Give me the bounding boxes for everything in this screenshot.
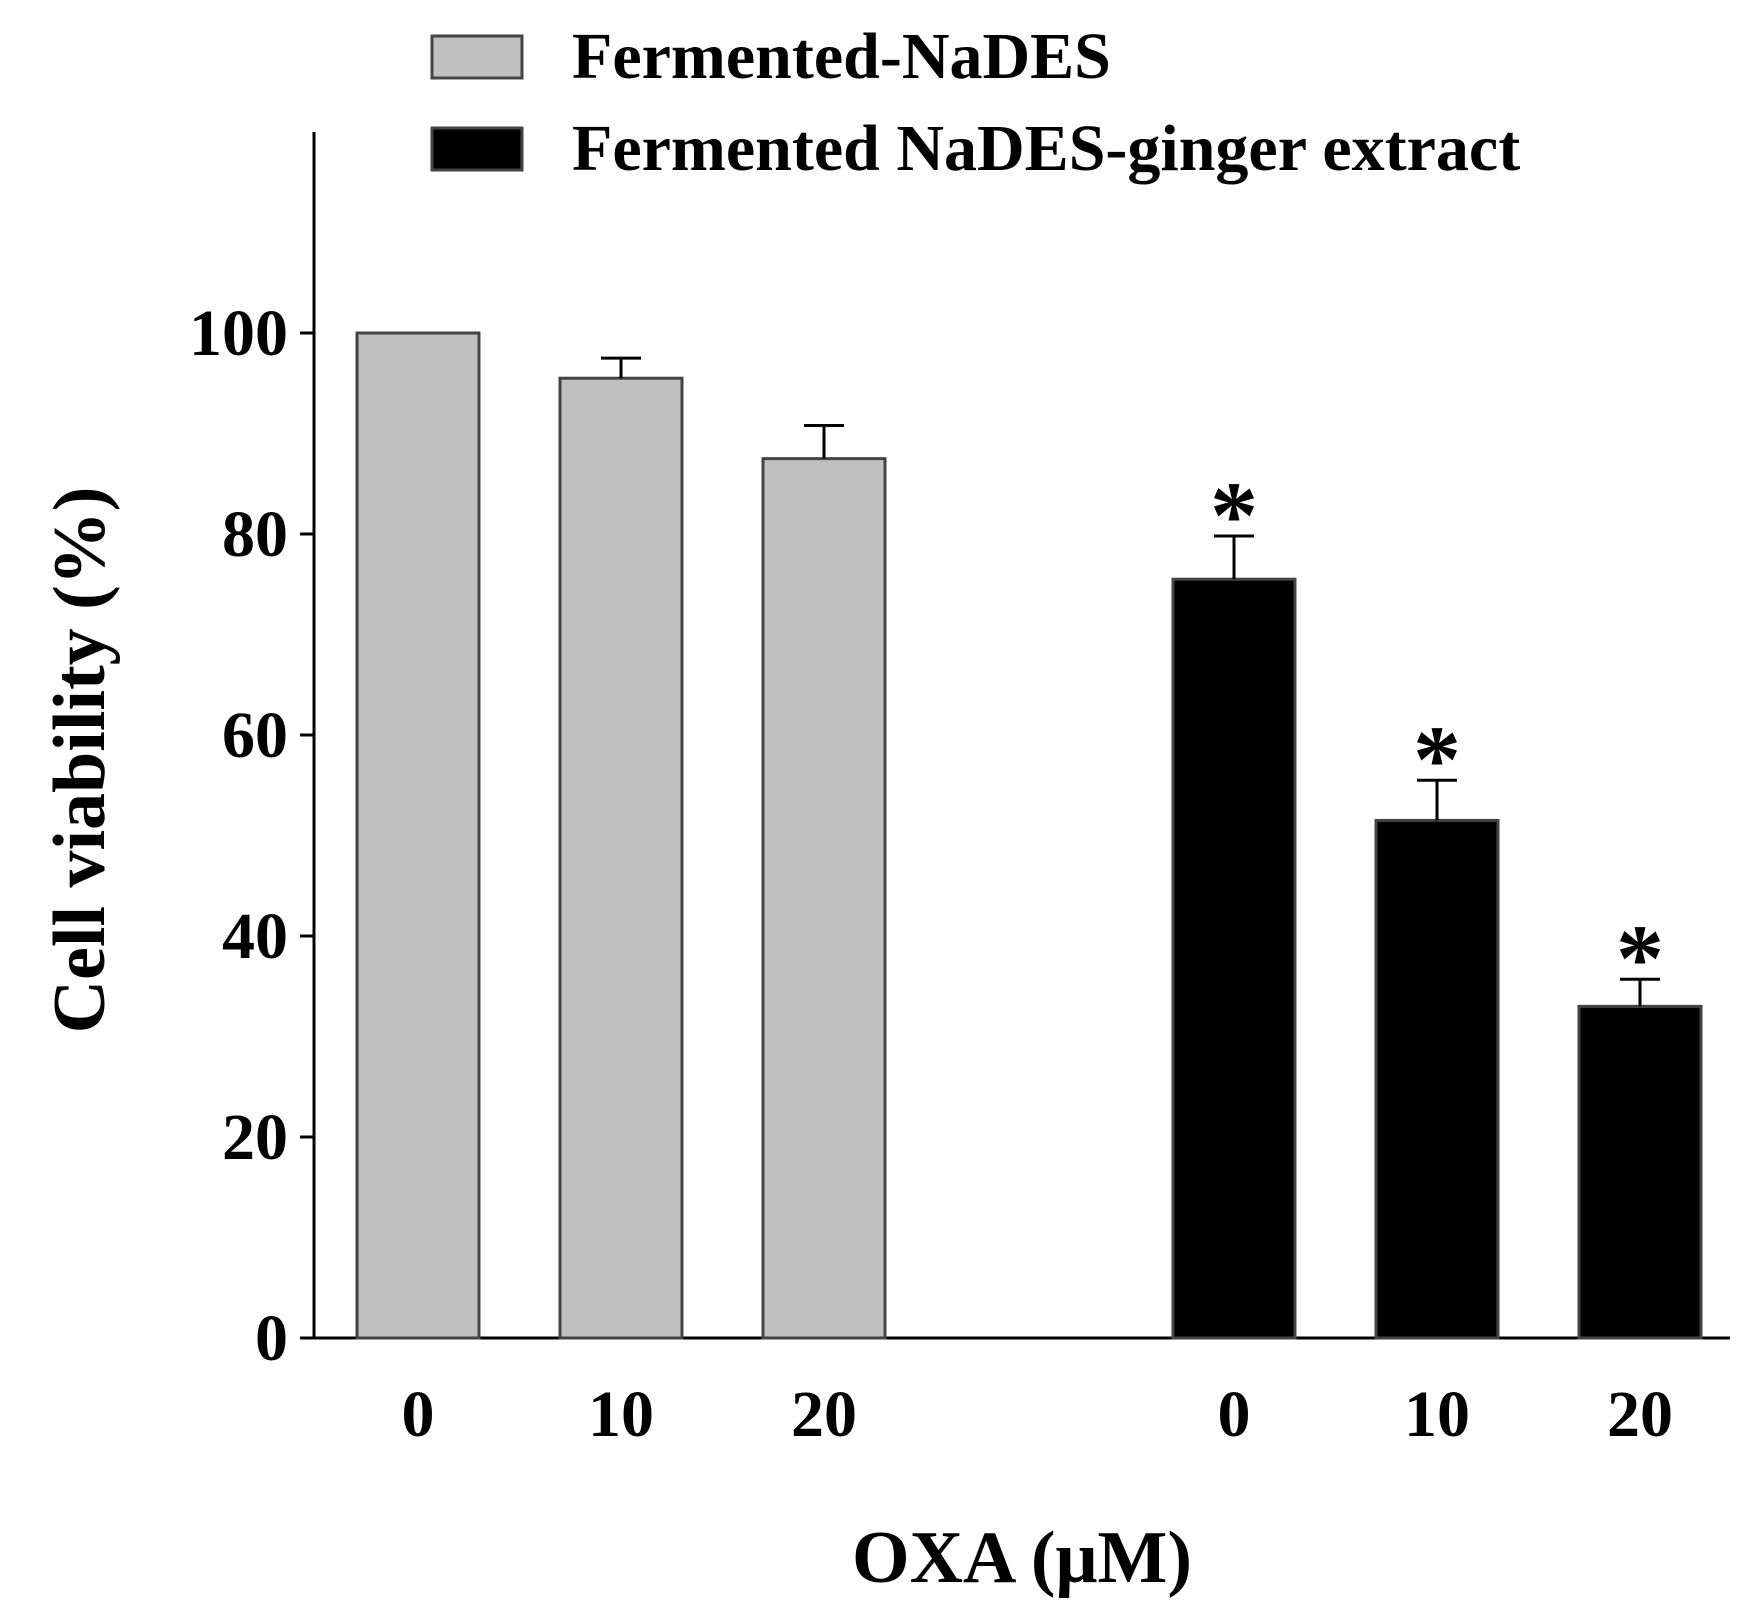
x-tick-label: 20 (1607, 1378, 1673, 1451)
legend-swatch (430, 126, 524, 172)
legend: Fermented-NaDES Fermented NaDES-ginger ex… (430, 20, 1520, 185)
significance-asterisk: * (1413, 706, 1461, 813)
legend-label: Fermented NaDES-ginger extract (572, 112, 1520, 185)
y-axis-title: Cell viability (%) (39, 487, 121, 1034)
bar-fermented-nades-20 (761, 457, 887, 1340)
legend-swatch (430, 34, 524, 80)
bars (355, 331, 1703, 1340)
significance-asterisk: * (1210, 462, 1258, 569)
bar-fermented-nades-ginger-20 (1577, 1004, 1703, 1340)
y-tick-label: 20 (222, 1101, 288, 1174)
significance-asterisk: * (1616, 905, 1664, 1012)
x-tick-label: 20 (791, 1378, 857, 1451)
bar-fermented-nades-10 (558, 376, 684, 1340)
bar-fermented-nades-0 (355, 331, 481, 1340)
bar-fermented-nades-ginger-0 (1171, 577, 1297, 1340)
bar-fermented-nades-ginger-10 (1374, 818, 1500, 1340)
x-axis-title: OXA (μM) (852, 1517, 1192, 1599)
y-tick-label: 0 (255, 1302, 288, 1375)
x-tick-label: 0 (1218, 1378, 1251, 1451)
legend-label: Fermented-NaDES (572, 20, 1111, 93)
y-tick-label: 100 (189, 297, 288, 370)
y-tick-label: 40 (222, 900, 288, 973)
x-tick-label: 10 (588, 1378, 654, 1451)
x-tick-label: 0 (402, 1378, 435, 1451)
y-tick-label: 80 (222, 498, 288, 571)
axes (300, 132, 1730, 1340)
y-tick-label: 60 (222, 699, 288, 772)
labels: 0 20 40 60 80 100 0 10 20 * 0 * 10 * 20 OXA (μM) Cell vi… (39, 297, 1673, 1599)
x-tick-label: 10 (1404, 1378, 1470, 1451)
